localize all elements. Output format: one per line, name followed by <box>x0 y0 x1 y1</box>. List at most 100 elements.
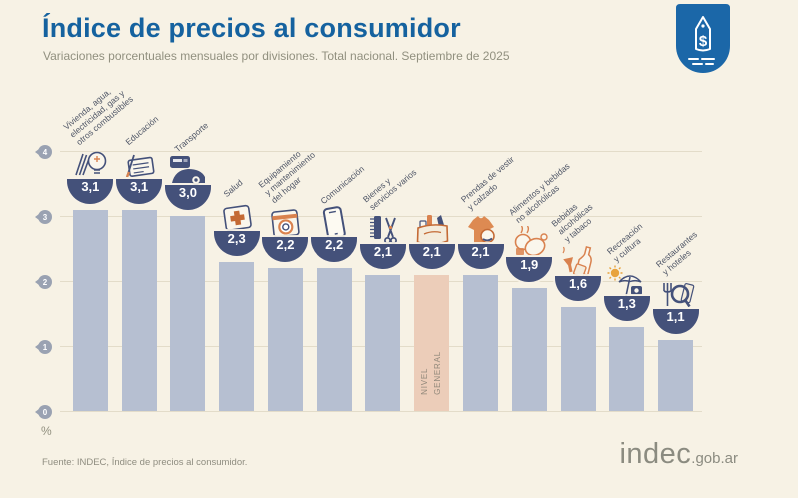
transport-icon <box>167 154 209 193</box>
y-axis-unit-label: % <box>41 424 52 438</box>
value-label: 2,3 <box>227 230 246 246</box>
value-bowl: 1,3 <box>603 295 650 321</box>
label-area: Vivienda, agua, electricidad, gas y otro… <box>62 86 136 148</box>
category-label: Educación <box>123 114 161 148</box>
bar-column-alimentos: Alimentos y bebidas no alcohólicas 1,9 <box>505 82 572 411</box>
bar-column-prendas: Prendas de vestir y calzado 2,1 <box>456 82 516 411</box>
category-label: Salud <box>221 177 245 200</box>
value-label: 2,1 <box>471 243 490 259</box>
value-bowl: 2,3 <box>213 230 260 256</box>
gridline-3 <box>60 216 702 217</box>
label-area: Equipamiento y mantenimiento del hogar <box>257 144 318 206</box>
indec-logo-suffix: .gob.ar <box>691 450 738 467</box>
bar-alimentos <box>511 287 547 411</box>
bar-column-educacion: Educación 3,1 <box>115 82 164 411</box>
page-title: Índice de precios al consumidor <box>42 13 461 43</box>
value-label: 1,1 <box>666 308 685 324</box>
value-label: 3,1 <box>81 178 100 194</box>
label-area: Educación <box>115 86 164 148</box>
bar-column-bienes-servicios: Bienes y servicios varios 2,1 <box>359 82 418 411</box>
bar-column-salud: Salud 2,3 <box>212 82 261 411</box>
svg-text:$: $ <box>699 33 708 50</box>
value-label: 1,6 <box>568 276 588 291</box>
home-equipment-icon <box>264 206 306 245</box>
value-label: 2,2 <box>276 237 295 252</box>
recreation-icon <box>606 265 648 304</box>
price-tag-shield-icon: $ <box>676 4 730 73</box>
bar-bebidas-tabaco <box>560 307 596 411</box>
bar-bienes-servicios <box>365 274 401 411</box>
value-label: 3,1 <box>130 178 149 194</box>
bar-column-equipamiento: Equipamiento y mantenimiento del hogar 2… <box>257 82 318 411</box>
value-bowl: 2,1 <box>359 243 406 269</box>
bar-transporte <box>170 216 206 411</box>
housing-utilities-icon <box>69 148 111 187</box>
value-bowl: 3,1 <box>67 178 114 204</box>
bar-salud <box>219 261 255 411</box>
communication-icon <box>313 206 355 245</box>
y-axis-tick-0: 0 <box>35 405 52 419</box>
bar-educacion <box>121 209 157 411</box>
bar-recreacion <box>609 326 645 411</box>
label-area: Restaurantes y hoteles <box>651 216 700 278</box>
bar-chart: 4 3 2 1 0 % Vivienda, agua, electricidad… <box>0 82 798 438</box>
page-subtitle: Variaciones porcentuales mensuales por d… <box>43 49 510 63</box>
general-basket-icon <box>411 213 453 252</box>
gridline-4 <box>60 151 702 152</box>
category-label: Transporte <box>172 119 211 154</box>
category-label: Bebidas alcohólicas y tabaco <box>549 201 595 245</box>
y-axis-tick-1: 1 <box>35 340 52 354</box>
value-bowl: 2,2 <box>262 237 309 262</box>
bar-column-transporte: Transporte 3,0 <box>164 82 213 411</box>
category-label: Restaurantes y hoteles <box>653 229 699 278</box>
label-area: Bienes y servicios varios <box>359 151 418 213</box>
bar-column-nivel-general: 2,1 NIVEL GENERAL <box>407 82 456 411</box>
bar-vivienda <box>72 209 108 411</box>
health-icon <box>216 200 258 239</box>
value-label: 1,3 <box>617 295 636 311</box>
y-axis-tick-2: 2 <box>35 275 52 289</box>
value-bowl: 1,6 <box>555 276 602 301</box>
label-area: Prendas de vestir y calzado <box>456 151 515 213</box>
label-area: Salud <box>212 138 261 200</box>
bar-nivel-general: NIVEL GENERAL <box>414 274 450 411</box>
alcohol-tobacco-icon <box>557 245 599 284</box>
value-bowl: 1,1 <box>652 308 699 334</box>
label-area: Recreación y cultura <box>602 203 651 265</box>
bar-restaurantes <box>658 339 694 411</box>
gridline-0 <box>60 411 702 412</box>
value-label: 3,0 <box>178 185 197 200</box>
bar-prendas <box>463 274 498 411</box>
value-bowl: 2,2 <box>311 237 358 262</box>
value-label: 2,1 <box>422 243 441 259</box>
category-label: Recreación y cultura <box>604 221 645 265</box>
bar-column-bebidas-tabaco: Bebidas alcohólicas y tabaco 1,6 <box>549 82 603 411</box>
label-area: Alimentos y bebidas no alcohólicas <box>505 161 572 226</box>
value-bowl: 1,9 <box>506 256 553 282</box>
bar-column-comunicacion: Comunicación 2,2 <box>310 82 367 411</box>
label-area: Transporte <box>164 92 213 154</box>
value-bowl: 3,1 <box>116 178 163 204</box>
value-label: 1,9 <box>520 256 539 272</box>
bar-column-recreacion: Recreación y cultura 1,3 <box>602 82 651 411</box>
indec-logo-main: indec <box>619 438 692 470</box>
value-label: 2,2 <box>325 237 344 252</box>
bar-column-restaurantes: Restaurantes y hoteles 1,1 <box>651 82 700 411</box>
restaurants-icon <box>655 278 697 317</box>
label-area: Comunicación <box>310 144 367 206</box>
y-axis-tick-3: 3 <box>35 210 52 224</box>
value-bowl: 2,1 <box>408 243 455 269</box>
value-bowl: 2,1 <box>457 243 504 269</box>
label-area: Bebidas alcohólicas y tabaco <box>549 183 603 245</box>
indec-logo: indec .gob.ar <box>619 438 738 471</box>
goods-services-icon <box>362 213 404 252</box>
bar-comunicacion <box>316 268 352 411</box>
value-bowl: 3,0 <box>164 185 211 210</box>
bar-column-vivienda: Vivienda, agua, electricidad, gas y otro… <box>62 82 136 411</box>
bar-columns: Vivienda, agua, electricidad, gas y otro… <box>62 82 700 411</box>
y-axis-tick-4: 4 <box>35 145 52 159</box>
label-area <box>407 151 456 213</box>
source-note: Fuente: INDEC, Índice de precios al cons… <box>42 457 248 468</box>
food-icon <box>508 225 550 265</box>
